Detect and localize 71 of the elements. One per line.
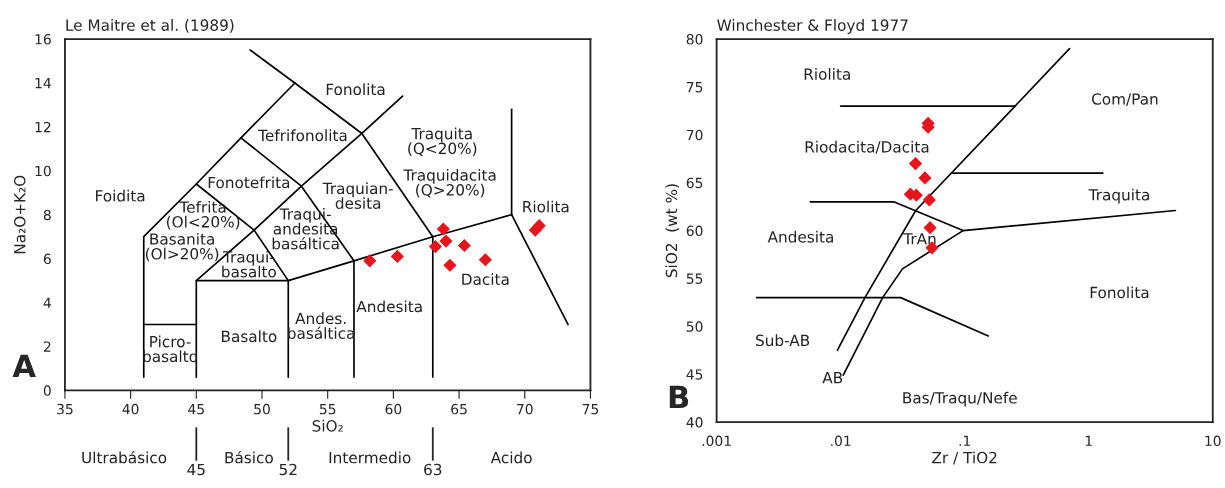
x-tick-label: 35 bbox=[57, 403, 73, 415]
x2-tick-label: 45 bbox=[187, 463, 205, 476]
y-tick-label: 80 bbox=[686, 34, 703, 45]
x-axis-title: Zr / TiO2 bbox=[932, 451, 997, 465]
x-tick-label: 50 bbox=[254, 403, 270, 415]
text: Intermedio bbox=[329, 451, 411, 464]
y-tick-label: 4 bbox=[43, 297, 51, 308]
x-tick-label: 70 bbox=[517, 403, 533, 415]
annotation: Fonolita bbox=[326, 83, 385, 96]
chart-title: Winchester & Floyd 1977 bbox=[717, 19, 908, 34]
y-tick-label: 40 bbox=[686, 417, 703, 428]
y-tick-label: 70 bbox=[686, 129, 703, 141]
x2-tick-label: 52 bbox=[279, 463, 297, 476]
y-tick-label: 12 bbox=[35, 121, 51, 133]
x2-tick-label: 63 bbox=[424, 463, 442, 476]
y-tick-label: 60 bbox=[686, 225, 703, 237]
annotation: Com/Pan bbox=[1091, 93, 1158, 106]
annotation: Basalto bbox=[221, 330, 277, 343]
text: A bbox=[12, 354, 36, 378]
x-tick-label: 75 bbox=[582, 404, 599, 415]
x-tick-label: .01 bbox=[831, 435, 851, 447]
annotation: Sub-AB bbox=[756, 334, 810, 347]
annotation: Basanita (Ol>20%) bbox=[145, 232, 219, 262]
annotation: Andesita bbox=[767, 230, 833, 243]
y-tick-label: 10 bbox=[35, 165, 51, 177]
x-tick-label: .001 bbox=[702, 435, 731, 447]
x-tick-label: 60 bbox=[385, 403, 402, 415]
text: Acido bbox=[490, 451, 532, 464]
annotation: Tefrifonolita bbox=[258, 129, 347, 142]
text: Básico bbox=[225, 450, 273, 464]
y-tick-label: 75 bbox=[686, 82, 703, 93]
annotation: Bas/Traqu/Nefe bbox=[903, 391, 1017, 407]
annotation: Riodacita/Dacita bbox=[805, 140, 929, 154]
annotation: Fonolita bbox=[1090, 286, 1149, 299]
y-tick-label: 2 bbox=[43, 341, 51, 352]
annotation: Traquian- desita bbox=[322, 182, 393, 209]
text: Ultrabásico bbox=[82, 450, 167, 464]
x-axis-title: SiO₂ bbox=[312, 419, 343, 432]
x-tick-label: .1 bbox=[959, 435, 971, 446]
annotation: Andesita bbox=[356, 300, 422, 313]
y-tick-label: 16 bbox=[35, 34, 51, 45]
y-tick-label: 55 bbox=[686, 273, 703, 284]
annotation: Traquidacita (Q>20%) bbox=[403, 169, 496, 198]
y-axis-title: SiO2 (wt %) bbox=[665, 184, 680, 278]
y-tick-label: 65 bbox=[686, 177, 703, 189]
x-tick-label: 55 bbox=[319, 404, 336, 415]
y-tick-label: 14 bbox=[35, 78, 51, 89]
x-tick-label: 10 bbox=[1205, 435, 1221, 447]
text: B bbox=[669, 385, 689, 409]
annotation: Traquita (Q<20%) bbox=[408, 127, 477, 156]
x-tick-label: 45 bbox=[188, 404, 204, 415]
x-tick-label: 1 bbox=[1085, 435, 1092, 446]
annotation: Traquita bbox=[1088, 188, 1149, 204]
y-axis-title: Na₂O+K₂O bbox=[13, 175, 26, 254]
annotation: Riolita bbox=[523, 200, 569, 213]
chart-title: Le Maitre et al. (1989) bbox=[66, 19, 234, 33]
annotation: AB bbox=[822, 372, 843, 384]
annotation: Tefrita (Ol<20%) bbox=[166, 200, 240, 230]
annotation: Fonotefrita bbox=[208, 176, 290, 189]
y-tick-label: 6 bbox=[43, 253, 51, 265]
y-tick-label: 50 bbox=[686, 321, 703, 332]
annotation: Dacita bbox=[462, 273, 509, 286]
annotation: TrAn bbox=[903, 233, 936, 245]
y-tick-label: 0 bbox=[43, 385, 51, 396]
annotation: Riolita bbox=[804, 68, 850, 80]
annotation: Foidita bbox=[96, 189, 145, 202]
x-tick-label: 65 bbox=[451, 403, 467, 415]
y-tick-label: 8 bbox=[43, 209, 51, 221]
x-tick-label: 40 bbox=[122, 403, 139, 415]
y-tick-label: 45 bbox=[686, 369, 703, 380]
annotation: Traqui- basalto bbox=[222, 250, 277, 278]
